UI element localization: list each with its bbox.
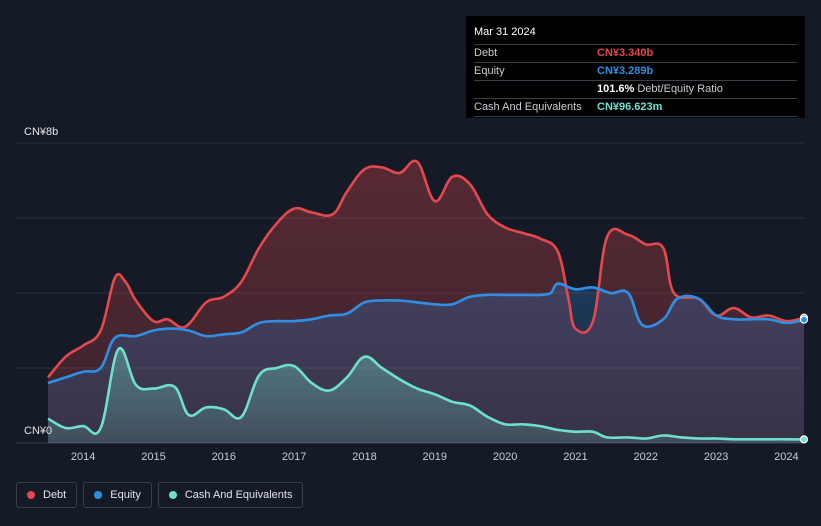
tooltip-label: Cash And Equivalents bbox=[474, 101, 582, 113]
tooltip-label: Equity bbox=[474, 65, 505, 77]
tooltip-date: Mar 31 2024 bbox=[474, 22, 797, 45]
legend-label: Equity bbox=[110, 489, 141, 501]
tooltip-row-ratio: 101.6% Debt/Equity Ratio bbox=[474, 81, 797, 99]
legend-label: Debt bbox=[43, 489, 67, 501]
cash-dot-icon bbox=[168, 491, 177, 499]
legend-item-equity[interactable]: Equity bbox=[83, 482, 152, 508]
tooltip-value: 101.6% bbox=[597, 83, 635, 95]
tooltip-row-debt: Debt CN¥3.340b bbox=[474, 45, 797, 63]
tooltip-row-cash: Cash And Equivalents CN¥96.623m bbox=[474, 99, 797, 117]
x-tick-label: 2016 bbox=[212, 451, 236, 463]
tooltip-panel: Mar 31 2024 Debt CN¥3.340b Equity CN¥3.2… bbox=[466, 16, 805, 118]
x-tick-label: 2014 bbox=[71, 451, 95, 463]
tooltip-label bbox=[474, 81, 597, 98]
legend-item-cash[interactable]: Cash And Equivalents bbox=[157, 482, 304, 508]
series-lines bbox=[47, 159, 805, 441]
debt-line bbox=[47, 159, 805, 379]
axis-labels: CN¥8b CN¥0 2014 2015 2016 2017 2018 2019 2020 202… bbox=[24, 126, 799, 463]
series-areas bbox=[48, 160, 804, 443]
tooltip-value: CN¥96.623m bbox=[597, 101, 663, 113]
debt-dot-icon bbox=[27, 491, 35, 499]
x-tick-label: 2022 bbox=[634, 451, 658, 463]
legend-label: Cash And Equivalents bbox=[184, 489, 293, 501]
end-markers bbox=[799, 313, 809, 444]
y-axis-zero-label: CN¥0 bbox=[24, 425, 52, 437]
x-tick-label: 2017 bbox=[282, 451, 306, 463]
tooltip-row-equity: Equity CN¥3.289b bbox=[474, 63, 797, 81]
x-tick-label: 2015 bbox=[141, 451, 165, 463]
x-tick-label: 2018 bbox=[352, 451, 376, 463]
tooltip-label: Debt bbox=[474, 47, 498, 59]
equity-end-point bbox=[799, 315, 809, 324]
equity-line bbox=[47, 282, 805, 385]
x-tick-label: 2021 bbox=[563, 451, 587, 463]
equity-dot-icon bbox=[94, 491, 103, 499]
equity-area bbox=[48, 283, 804, 443]
x-tick-label: 2020 bbox=[493, 451, 517, 463]
cash-and-equivalents-end-point bbox=[799, 435, 809, 444]
y-axis-top-label: CN¥8b bbox=[24, 126, 58, 138]
x-tick-label: 2019 bbox=[423, 451, 447, 463]
chart-legend: Debt Equity Cash And Equivalents bbox=[16, 482, 304, 508]
legend-item-debt[interactable]: Debt bbox=[16, 482, 78, 508]
tooltip-value: CN¥3.340b bbox=[597, 47, 654, 59]
cash-and-equivalents-line bbox=[47, 346, 805, 441]
x-tick-label: 2023 bbox=[704, 451, 728, 463]
x-tick-label: 2024 bbox=[774, 451, 798, 463]
tooltip-value: CN¥3.289b bbox=[597, 65, 654, 77]
tooltip-ratio-caption: Debt/Equity Ratio bbox=[637, 83, 723, 95]
